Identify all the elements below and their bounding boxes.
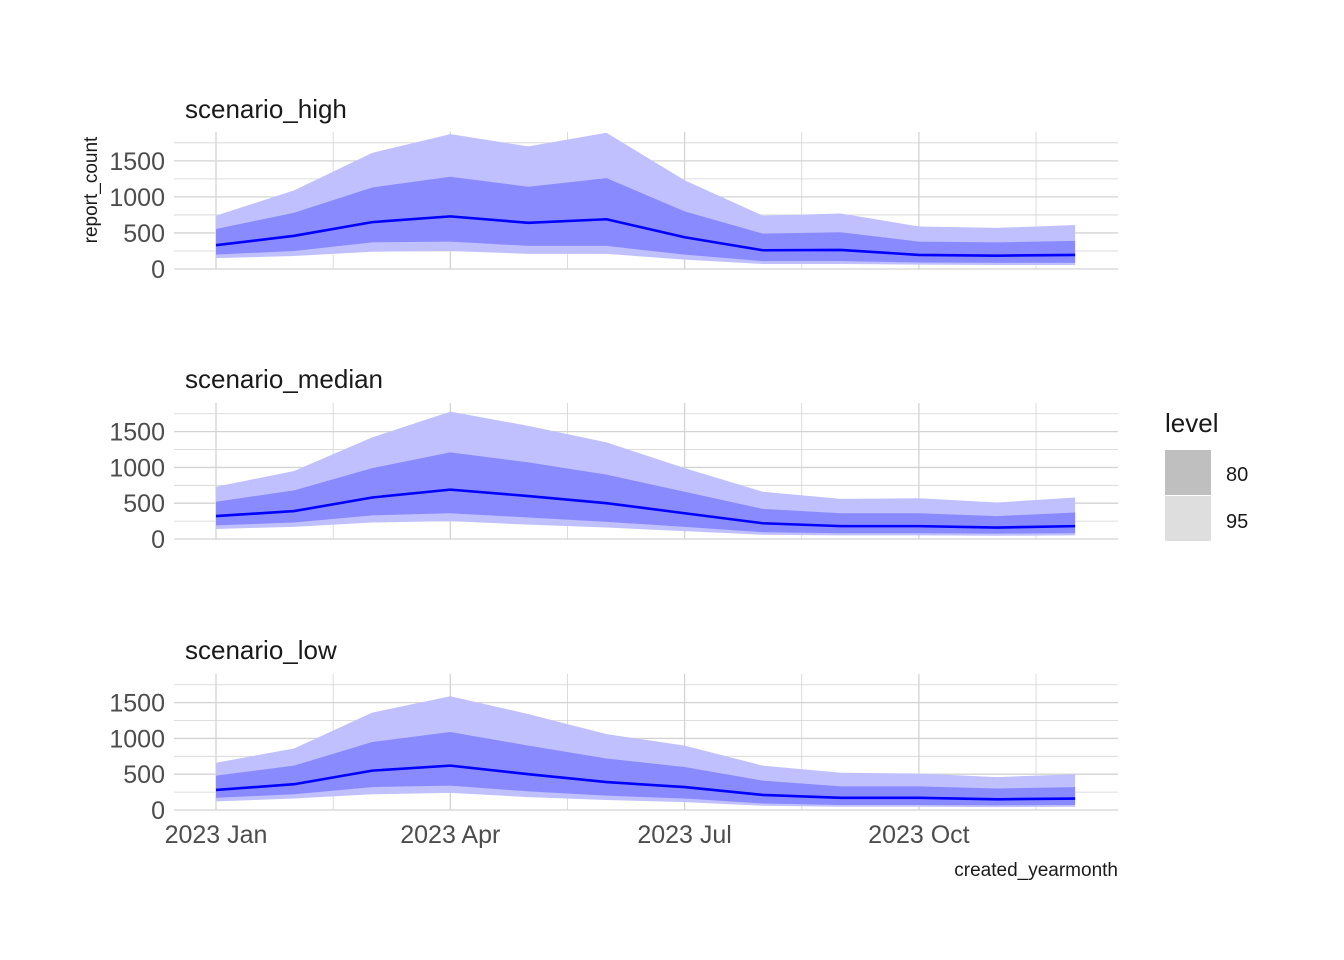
x-tick-label: 2023 Jan — [165, 821, 268, 849]
y-tick-label: 1500 — [109, 690, 165, 718]
x-tick-label: 2023 Apr — [400, 821, 500, 849]
series-line-mean — [215, 488, 1076, 529]
legend: level 80 95 — [1165, 408, 1248, 541]
legend-title: level — [1165, 408, 1218, 438]
x-tick-label: 2023 Jul — [637, 821, 732, 849]
legend-swatch-95 — [1165, 496, 1211, 541]
series-line-mean — [215, 764, 1076, 801]
y-tick-label: 500 — [123, 220, 165, 248]
band-80 — [216, 731, 1076, 806]
facet-panel-scenario_median: scenario_median 0 500 1000 1500 — [109, 364, 1118, 554]
band-80 — [216, 176, 1076, 263]
y-tick-label: 0 — [151, 526, 165, 554]
facet-title: scenario_high — [185, 94, 347, 124]
y-tick-label: 1500 — [109, 148, 165, 176]
legend-swatch-80 — [1165, 450, 1211, 495]
facets: scenario_high050010001500scenario_median… — [109, 94, 1118, 849]
y-tick-label: 0 — [151, 797, 165, 825]
legend-label-95: 95 — [1226, 511, 1248, 533]
facet-panel-scenario_high: scenario_high 0 500 1000 1500 — [109, 94, 1118, 284]
y-axis-title: report_count — [81, 136, 102, 243]
facet-title: scenario_low — [185, 635, 337, 665]
legend-label-80: 80 — [1226, 464, 1248, 486]
y-tick-label: 500 — [123, 490, 165, 518]
band-80 — [216, 452, 1076, 534]
y-tick-label: 1000 — [109, 184, 165, 212]
series-line-mean — [215, 215, 1076, 257]
x-tick-label: 2023 Oct — [868, 821, 970, 849]
x-axis-title: created_yearmonth — [954, 860, 1118, 881]
y-tick-label: 1000 — [109, 454, 165, 482]
y-tick-label: 0 — [151, 256, 165, 284]
facet-title: scenario_median — [185, 364, 383, 394]
y-tick-label: 500 — [123, 761, 165, 789]
y-tick-label: 1000 — [109, 725, 165, 753]
y-tick-label: 1500 — [109, 419, 165, 447]
facet-panel-scenario_low: scenario_low 0 500 1000 1500 — [109, 635, 1118, 825]
